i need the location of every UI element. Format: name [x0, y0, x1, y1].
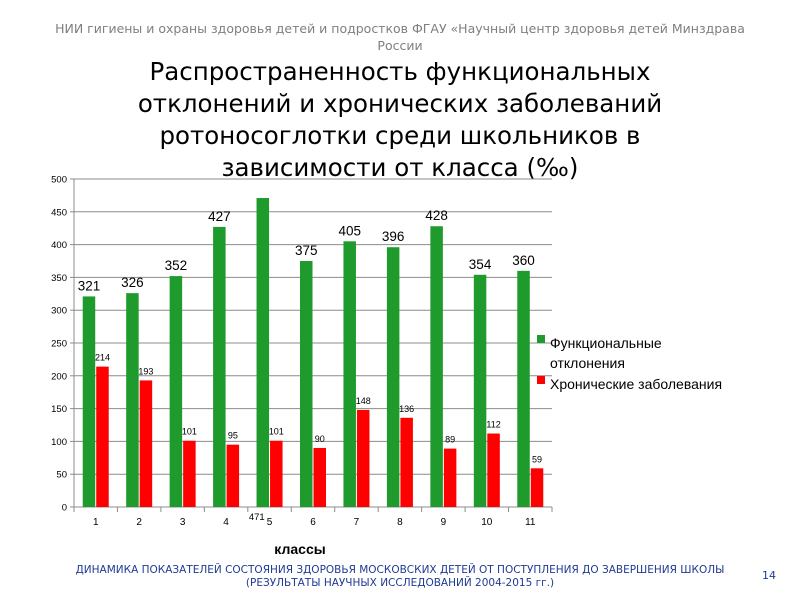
bar-chronic	[270, 440, 283, 507]
y-tick-label: 100	[51, 437, 67, 448]
gridlines	[74, 178, 552, 475]
data-label-functional: 427	[208, 209, 231, 224]
data-label-functional: 428	[425, 208, 448, 223]
slide-title-line-2: отклонений и хронических заболеваний	[137, 89, 663, 118]
data-label-chronic: 136	[399, 404, 414, 414]
x-tick-label: 7	[354, 517, 360, 528]
slide-title-line-1: Распространенность функциональных	[149, 57, 651, 86]
bar-functional	[343, 241, 356, 507]
data-label-chronic: 95	[228, 431, 238, 441]
bar-chronic	[183, 440, 196, 507]
page-number: 14	[762, 569, 776, 582]
bar-functional	[473, 274, 487, 507]
data-label-chronic: 193	[138, 366, 153, 376]
bar-chronic	[226, 444, 240, 507]
x-tick-label: 5	[267, 517, 273, 528]
bar-chronic	[313, 447, 326, 507]
x-tick-label: 10	[481, 517, 493, 528]
x-tick-label: 8	[397, 517, 403, 528]
x-axis-title: классы	[274, 541, 325, 557]
data-label-functional: 471	[249, 512, 265, 523]
bar-functional	[386, 247, 400, 507]
data-label-functional: 360	[512, 253, 535, 268]
slide-footer: ДИНАМИКА ПОКАЗАТЕЛЕЙ СОСТОЯНИЯ ЗДОРОВЬЯ …	[60, 564, 740, 590]
footer-line-2: (РЕЗУЛЬТАТЫ НАУЧНЫХ ИССЛЕДОВАНИЙ 2004-20…	[245, 577, 555, 589]
data-label-functional: 321	[78, 278, 101, 293]
bar-chronic	[356, 409, 370, 507]
bar-functional	[126, 293, 139, 507]
data-label-chronic: 89	[445, 435, 455, 445]
y-tick-label: 400	[51, 240, 67, 251]
x-tick-label: 4	[223, 517, 229, 528]
legend-swatch-functional	[537, 335, 545, 343]
bar-chronic	[487, 433, 500, 507]
y-tick-label: 350	[51, 273, 67, 284]
organization-header: НИИ гигиены и охраны здоровья детей и по…	[20, 20, 780, 54]
footer-line-1: ДИНАМИКА ПОКАЗАТЕЛЕЙ СОСТОЯНИЯ ЗДОРОВЬЯ …	[75, 564, 725, 576]
data-labels: 321 214 326 193 352 101 427 95 471 101 375 90 405 148…	[78, 208, 542, 523]
legend-label-chronic: Хронические заболевания	[550, 376, 722, 392]
bar-chronic	[96, 366, 109, 507]
bar-functional	[169, 276, 183, 507]
bar-functional	[430, 226, 443, 507]
bar-functional	[213, 226, 226, 507]
x-tick-label: 2	[136, 517, 142, 528]
organization-header-line-2: России	[377, 38, 423, 53]
data-label-chronic: 101	[269, 427, 284, 437]
slide-title: Распространенность функциональных отклон…	[60, 56, 740, 184]
data-label-chronic: 214	[95, 353, 110, 363]
data-label-chronic: 112	[486, 420, 500, 430]
data-label-functional: 375	[295, 243, 318, 258]
x-tick-label: 6	[310, 517, 316, 528]
data-label-functional: 326	[121, 275, 144, 290]
y-tick-label: 500	[51, 175, 67, 186]
data-label-functional: 405	[338, 223, 361, 238]
legend: Функциональные отклонения Хронические забо…	[537, 335, 722, 392]
bar-functional	[256, 198, 270, 508]
x-tick-label: 11	[525, 517, 536, 528]
organization-header-line-1: НИИ гигиены и охраны здоровья детей и по…	[55, 21, 745, 36]
y-tick-label: 250	[51, 339, 67, 350]
data-label-chronic: 59	[532, 454, 542, 464]
data-label-chronic: 101	[182, 427, 197, 437]
bars	[82, 198, 544, 508]
legend-label-functional-line-1: Функциональные	[550, 335, 662, 351]
legend-label-functional-line-2: отклонения	[550, 355, 625, 371]
slide-title-line-3: ротоносоглотки среди школьников в	[159, 121, 641, 150]
bar-functional	[517, 270, 530, 507]
bar-chronic	[139, 380, 153, 507]
bar-functional	[300, 261, 313, 507]
data-label-functional: 396	[382, 229, 405, 244]
data-label-functional: 354	[469, 257, 492, 272]
slide-title-line-4: зависимости от класса (‰)	[221, 153, 579, 182]
y-tick-label: 150	[51, 404, 67, 415]
bar-functional	[82, 296, 96, 507]
y-tick-label: 50	[56, 470, 67, 481]
y-tick-label: 300	[51, 306, 67, 317]
bar-chronic	[530, 468, 544, 507]
legend-swatch-chronic	[537, 376, 545, 384]
data-label-chronic: 90	[315, 434, 325, 444]
bar-chronic	[400, 417, 413, 507]
x-tick-label: 1	[93, 517, 99, 528]
y-tick-label: 200	[51, 371, 67, 382]
x-tick-label: 3	[180, 517, 186, 528]
y-tick-label: 0	[62, 503, 67, 514]
bar-chronic	[443, 448, 457, 507]
data-label-chronic: 148	[356, 396, 371, 406]
data-label-functional: 352	[165, 258, 188, 273]
y-tick-label: 450	[51, 207, 67, 218]
x-tick-label: 9	[441, 517, 447, 528]
